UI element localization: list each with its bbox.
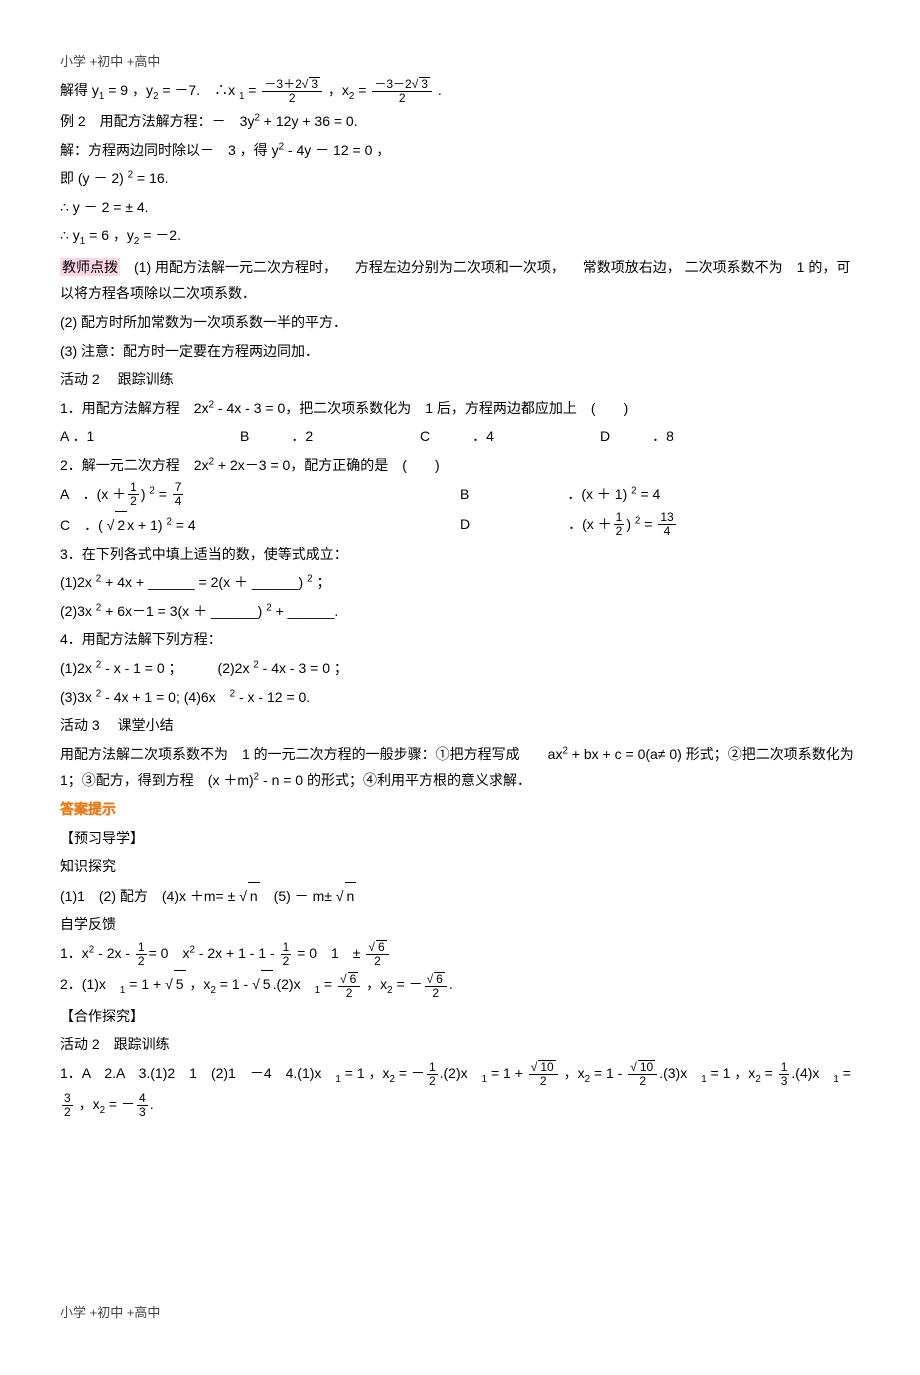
text-line: (2)3x 2 + 6x－1 = 3(x ＋ ______) 2 + _____… [60,598,860,625]
text-line: 32 ，x2 = －43. [60,1091,860,1120]
text-line: 【预习导学】 [60,825,860,852]
choice-b: B ．(x ＋ 1) 2 = 4 [460,481,860,509]
text-line: 自学反馈 [60,911,860,938]
fraction: －3＋232 [262,77,322,105]
fraction: －3－232 [372,77,432,105]
text-line: ∴ y1 = 6 ，y2 = －2. [60,222,860,251]
text-line: 1．用配方法解方程 2x2 - 4x - 3 = 0，把二次项系数化为 1 后，… [60,395,860,422]
choice-b: B ．2 [240,423,420,450]
text-line: (1)2x 2 - x - 1 = 0 ； (2)2x 2 - 4x - 3 =… [60,655,860,682]
text-line: 1．A 2.A 3.(1)2 1 (2)1 －4 4.(1)x 1 = 1 ，x… [60,1060,860,1089]
text-line: 2．(1)x 1 = 1 + 5 ，x2 = 1 - 5.(2)x 1 = 62… [60,970,860,1000]
text-line: 活动 3 课堂小结 [60,712,860,739]
text-line: 3．在下列各式中填上适当的数，使等式成立： [60,541,860,568]
text-line: (3) 注意：配方时一定要在方程两边同加． [60,338,860,365]
choice-d: D ．(x ＋12) 2 = 134 [460,511,860,539]
text-line: 教师点拨 (1) 用配方法解一元二次方程时， 方程左边分别为二次项和一次项， 常… [60,254,860,307]
choice-row: C ．( 2x + 1) 2 = 4 D ．(x ＋12) 2 = 134 [60,511,860,539]
page-footer: 小学 +初中 +高中 [60,1301,860,1326]
text-line: 解得 y1 = 9 ，y2 = －7. ∴x 1 = －3＋232 ，x2 = … [60,77,860,106]
text-line: (1)2x 2 + 4x + ______ = 2(x ＋ ______) 2 … [60,569,860,596]
text-line: ∴ y － 2 = ± 4. [60,194,860,221]
text-line: 即 (y － 2) 2 = 16. [60,165,860,192]
text-line: 解：方程两边同时除以－ 3 ，得 y2 - 4y － 12 = 0 ， [60,137,860,164]
teacher-label: 教师点拨 [60,258,120,276]
choice-d: D ．8 [600,423,780,450]
text-line: (2) 配方时所加常数为一次项系数一半的平方． [60,309,860,336]
text-line: 用配方法解二次项系数不为 1 的一元二次方程的一般步骤：①把方程写成 ax2 +… [60,741,860,794]
page-header: 小学 +初中 +高中 [60,50,860,75]
choice-row: A ．(x ＋12) 2 = 74 B ．(x ＋ 1) 2 = 4 [60,481,860,509]
choice-a: A ．1 [60,423,240,450]
choice-c: C ．4 [420,423,600,450]
choice-row: A ．1 B ．2 C ．4 D ．8 [60,423,860,450]
text-line: 知识探究 [60,853,860,880]
text-line: 2．解一元二次方程 2x2 + 2x－3 = 0，配方正确的是 ( ) [60,452,860,479]
text-line: 1．x2 - 2x - 12= 0 x2 - 2x + 1 - 1 - 12 =… [60,940,860,968]
answer-heading: 答案提示 [60,796,860,823]
text-line: (1)1 (2) 配方 (4)x ＋m= ± n (5) － m± n [60,882,860,910]
text-line: 例 2 用配方法解方程：－ 3y2 + 12y + 36 = 0. [60,108,860,135]
text-line: (3)3x 2 - 4x + 1 = 0; (4)6x 2 - x - 12 =… [60,684,860,711]
choice-a: A ．(x ＋12) 2 = 74 [60,481,460,509]
text-line: 【合作探究】 [60,1003,860,1030]
choice-c: C ．( 2x + 1) 2 = 4 [60,511,460,539]
text-line: 活动 2 跟踪训练 [60,366,860,393]
text-line: 活动 2 跟踪训练 [60,1031,860,1058]
text-line: 4．用配方法解下列方程： [60,626,860,653]
